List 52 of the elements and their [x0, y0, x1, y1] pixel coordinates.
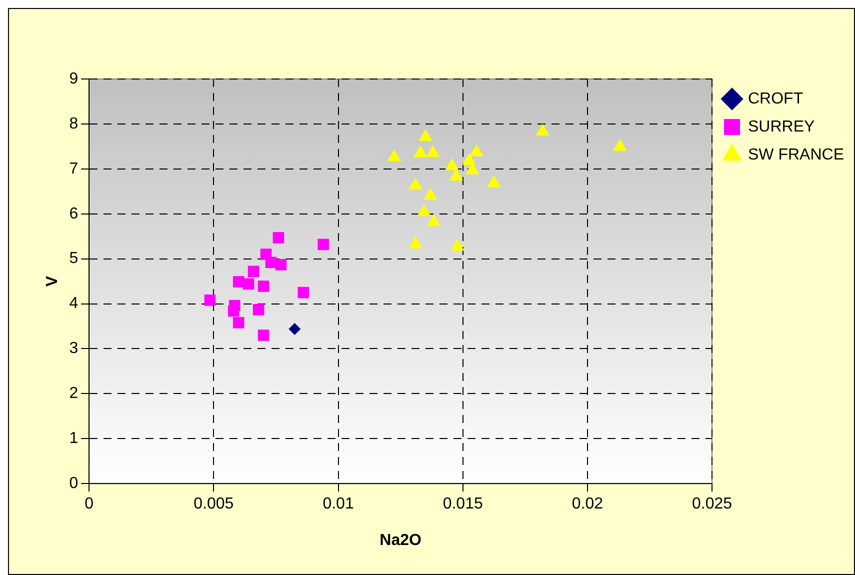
y-axis-title: V	[44, 276, 62, 287]
point	[318, 238, 329, 250]
point	[536, 124, 550, 136]
point	[408, 236, 422, 248]
y-tick-label: 2	[69, 385, 78, 402]
point	[248, 266, 260, 278]
y-tick-label: 4	[69, 295, 78, 312]
point	[265, 256, 277, 268]
point	[232, 317, 244, 328]
point	[298, 286, 310, 298]
point	[444, 158, 459, 170]
point	[272, 232, 284, 244]
point	[387, 149, 401, 162]
point	[449, 168, 464, 181]
point	[462, 152, 476, 165]
point	[417, 204, 431, 216]
legend-label: SW FRANCE	[748, 146, 844, 164]
point	[426, 214, 441, 226]
point	[228, 305, 240, 317]
x-axis-title: Na2O	[380, 532, 422, 549]
point	[258, 330, 270, 341]
x-tick-label: 0	[84, 496, 94, 513]
y-tick-label: 1	[69, 430, 78, 448]
x-tick-label: 0.02	[572, 496, 604, 513]
y-tick-label: 9	[69, 70, 78, 88]
y-tick-label: 3	[69, 340, 78, 358]
y-tick-label: 0	[69, 475, 78, 492]
point	[275, 259, 287, 270]
point	[408, 178, 422, 190]
point	[486, 175, 501, 188]
y-tick-label: 7	[69, 160, 78, 178]
point	[424, 188, 438, 200]
point	[242, 278, 254, 290]
y-tick-label: 5	[69, 250, 78, 268]
point	[418, 128, 432, 141]
legend-label: CROFT	[748, 90, 804, 108]
point	[450, 238, 464, 251]
point	[612, 138, 627, 151]
point	[288, 322, 301, 335]
x-tick-label: 0.01	[322, 496, 354, 513]
x-tick-label: 0.025	[692, 496, 732, 513]
x-tick-label: 0.015	[442, 496, 483, 513]
point	[470, 144, 484, 156]
legend-label: SURREY	[748, 118, 816, 136]
point	[204, 294, 216, 306]
point	[252, 304, 264, 316]
y-tick-label: 6	[69, 205, 78, 222]
point	[258, 280, 270, 292]
point	[426, 145, 440, 158]
y-tick-label: 8	[69, 115, 78, 132]
point	[414, 145, 428, 158]
x-tick-label: 0.005	[194, 496, 234, 513]
